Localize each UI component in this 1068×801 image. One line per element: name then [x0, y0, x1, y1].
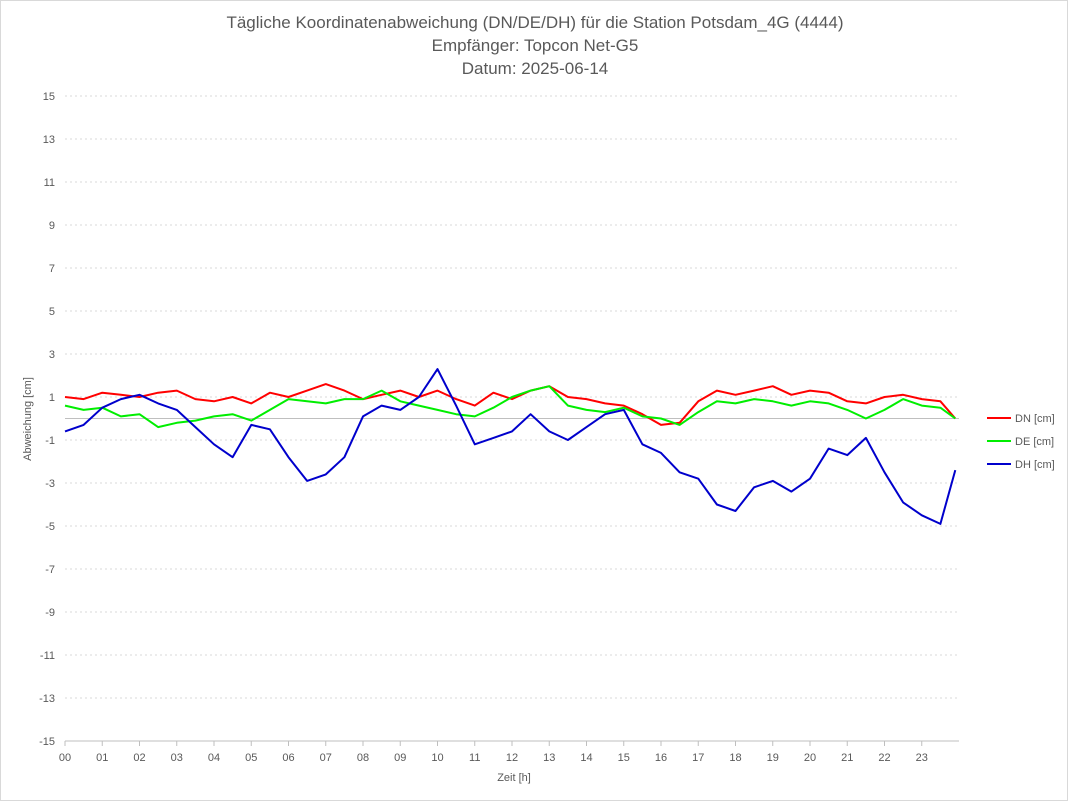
- chart-subtitle-receiver: Empfänger: Topcon Net-G5: [431, 36, 639, 55]
- x-tick-label: 20: [804, 752, 816, 764]
- y-axis-title: Abweichung [cm]: [22, 377, 34, 461]
- y-tick-label: 5: [49, 306, 55, 318]
- x-tick-label: 18: [729, 752, 741, 764]
- x-tick-label: 07: [320, 752, 332, 764]
- x-tick-label: 09: [394, 752, 406, 764]
- y-tick-label: 3: [49, 349, 55, 361]
- x-tick-label: 02: [133, 752, 145, 764]
- x-tick-label: 19: [767, 752, 779, 764]
- x-tick-label: 16: [655, 752, 667, 764]
- legend-label-1: DE [cm]: [1015, 436, 1054, 448]
- x-tick-label: 04: [208, 752, 220, 764]
- x-tick-label: 01: [96, 752, 108, 764]
- legend-label-0: DN [cm]: [1015, 413, 1055, 425]
- y-tick-label: 1: [49, 392, 55, 404]
- x-tick-label: 03: [171, 752, 183, 764]
- legend-label-2: DH [cm]: [1015, 459, 1055, 471]
- x-axis-title: Zeit [h]: [497, 772, 531, 784]
- x-tick-label: 15: [618, 752, 630, 764]
- x-tick-label: 08: [357, 752, 369, 764]
- x-tick-label: 10: [431, 752, 443, 764]
- x-tick-label: 14: [580, 752, 592, 764]
- series-line-2: [64, 368, 957, 525]
- y-tick-label: 9: [49, 220, 55, 232]
- y-tick-label: -5: [45, 521, 55, 533]
- x-tick-label: 17: [692, 752, 704, 764]
- x-tick-label: 13: [543, 752, 555, 764]
- x-tick-label: 12: [506, 752, 518, 764]
- y-tick-label: 15: [43, 91, 55, 103]
- y-tick-label: -11: [40, 650, 55, 662]
- y-tick-label: -13: [39, 693, 55, 705]
- x-tick-label: 00: [59, 752, 71, 764]
- y-tick-label: -1: [45, 435, 55, 447]
- chart-subtitle-date: Datum: 2025-06-14: [461, 59, 609, 78]
- y-tick-label: -9: [45, 607, 55, 619]
- y-tick-label: -3: [45, 478, 55, 490]
- y-tick-label: 13: [43, 134, 55, 146]
- y-tick-label: -7: [45, 564, 55, 576]
- x-tick-label: 06: [282, 752, 294, 764]
- x-tick-label: 05: [245, 752, 257, 764]
- y-tick-label: 7: [49, 263, 55, 275]
- x-tick-label: 23: [916, 752, 928, 764]
- y-tick-label: -15: [39, 736, 55, 748]
- x-tick-label: 11: [469, 752, 480, 764]
- y-tick-label: 11: [44, 177, 55, 189]
- chart-title: Tägliche Koordinatenabweichung (DN/DE/DH…: [226, 13, 844, 32]
- x-tick-label: 22: [878, 752, 890, 764]
- series-line-1: [64, 385, 956, 429]
- x-tick-label: 21: [841, 752, 853, 764]
- series-line-0: [64, 383, 957, 426]
